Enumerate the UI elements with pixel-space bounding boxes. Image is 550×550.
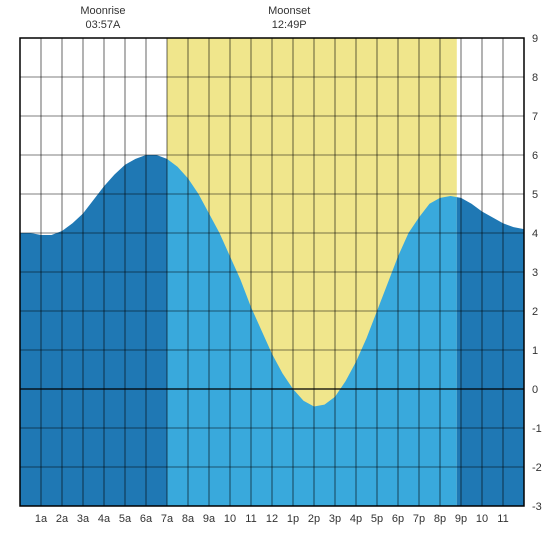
- y-tick-label: 4: [532, 228, 538, 240]
- y-tick-label: 2: [532, 306, 538, 318]
- y-tick-label: 1: [532, 345, 538, 357]
- x-tick-label: 5p: [371, 513, 383, 525]
- x-tick-label: 11: [497, 513, 508, 525]
- x-tick-label: 2p: [308, 513, 320, 525]
- x-tick-label: 7a: [161, 513, 174, 525]
- moonset-time: 12:49P: [272, 19, 307, 31]
- moonset-label: Moonset 12:49P: [259, 4, 319, 33]
- y-tick-label: -3: [532, 501, 542, 513]
- x-tick-label: 5a: [119, 513, 132, 525]
- x-tick-label: 6p: [392, 513, 404, 525]
- x-tick-label: 8a: [182, 513, 195, 525]
- y-tick-label: 5: [532, 189, 538, 201]
- x-tick-label: 3a: [77, 513, 90, 525]
- header-labels: Moonrise 03:57A Moonset 12:49P: [0, 0, 550, 38]
- moonset-title: Moonset: [268, 5, 310, 17]
- x-tick-label: 8p: [434, 513, 446, 525]
- x-tick-label: 12: [266, 513, 278, 525]
- x-tick-label: 10: [224, 513, 236, 525]
- y-tick-label: 7: [532, 111, 538, 123]
- x-tick-label: 1p: [287, 513, 299, 525]
- moonrise-time: 03:57A: [86, 19, 121, 31]
- x-tick-label: 10: [476, 513, 488, 525]
- x-tick-label: 4p: [350, 513, 362, 525]
- tide-chart: Moonrise 03:57A Moonset 12:49P -3-2-1012…: [0, 0, 550, 550]
- x-tick-label: 9p: [455, 513, 467, 525]
- x-tick-label: 7p: [413, 513, 425, 525]
- x-tick-label: 11: [245, 513, 256, 525]
- y-tick-label: 3: [532, 267, 538, 279]
- chart-svg: -3-2-101234567891a2a3a4a5a6a7a8a9a101112…: [0, 0, 550, 550]
- x-tick-label: 3p: [329, 513, 341, 525]
- x-tick-label: 2a: [56, 513, 69, 525]
- x-tick-label: 9a: [203, 513, 216, 525]
- y-tick-label: 6: [532, 150, 538, 162]
- y-tick-label: 8: [532, 72, 538, 84]
- x-tick-label: 1a: [35, 513, 48, 525]
- y-tick-label: -2: [532, 462, 542, 474]
- x-tick-label: 4a: [98, 513, 111, 525]
- moonrise-label: Moonrise 03:57A: [73, 4, 133, 33]
- moonrise-title: Moonrise: [80, 5, 125, 17]
- y-tick-label: -1: [532, 423, 542, 435]
- x-tick-label: 6a: [140, 513, 153, 525]
- tide-area-night-pm: [457, 197, 524, 506]
- y-tick-label: 0: [532, 384, 538, 396]
